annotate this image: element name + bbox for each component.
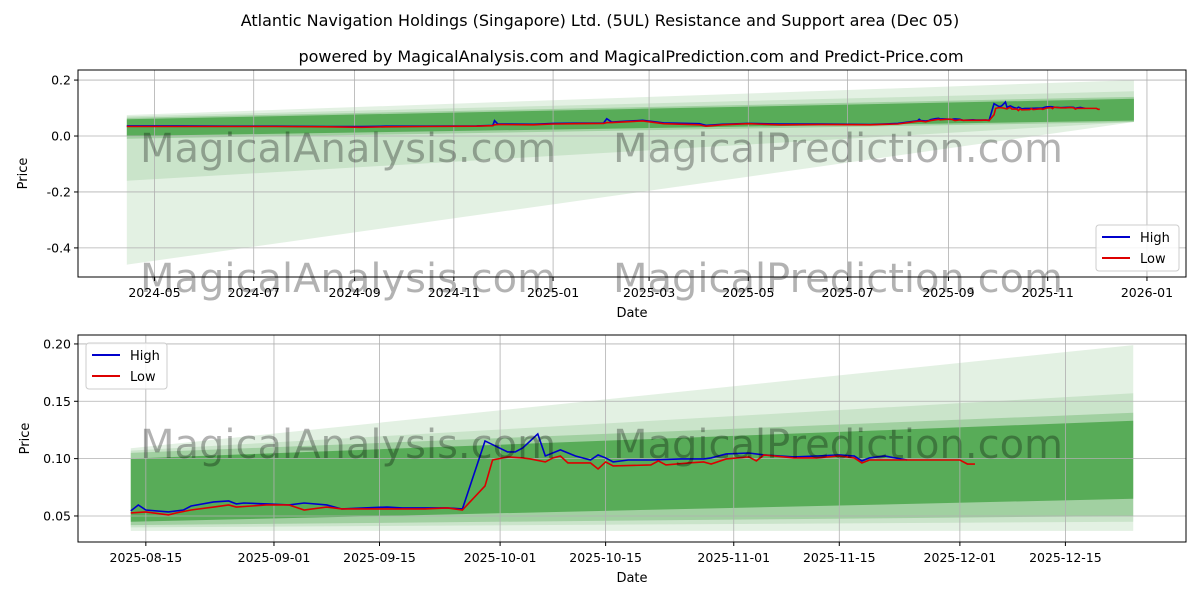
y-tick-label: 0.2	[51, 73, 71, 88]
axes-frame	[77, 69, 1187, 278]
x-tick-label: 2025-12-15	[1029, 550, 1102, 565]
y-tick-label: 0.0	[51, 129, 71, 144]
watermark: MagicalAnalysis.com	[140, 126, 556, 172]
watermark: MagicalPrediction.com	[613, 422, 1063, 468]
x-tick-label: 2025-09-15	[343, 550, 416, 565]
x-tick-label: 2025-01	[527, 285, 579, 300]
legend-label-high: High	[1140, 231, 1170, 246]
chart-panel-2: 2025-08-15 2025-09-01 2025-09-15 2025-10-01…	[18, 334, 1187, 586]
support-resistance-band	[130, 412, 1134, 526]
x-tick-label: 2025-09	[922, 285, 974, 300]
series-line-low	[126, 106, 1100, 129]
legend-label-low: Low	[130, 370, 156, 385]
legend-label-low: Low	[1140, 252, 1166, 267]
y-tick-label: -0.2	[47, 184, 71, 199]
y-tick-label: 0.05	[43, 508, 71, 523]
x-tick-label: 2025-05	[722, 285, 774, 300]
x-tick-label: 2025-08-15	[110, 550, 183, 565]
axes-frame	[77, 334, 1187, 543]
x-tick-label: 2024-07	[228, 285, 280, 300]
watermark: MagicalAnalysis.com	[140, 422, 556, 468]
y-tick-label: 0.10	[43, 451, 71, 466]
x-axis-label: Date	[616, 306, 647, 321]
x-tick-label: 2025-03	[623, 285, 675, 300]
x-tick-label: 2025-11	[1022, 285, 1074, 300]
chart-panel-1: 2024-05 2024-07 2024-09 2024-11 2025-01 2025-…	[16, 69, 1187, 321]
x-tick-label: 2025-10-15	[569, 550, 642, 565]
y-tick-label: 0.20	[43, 336, 71, 351]
x-tick-label: 2025-09-01	[238, 550, 311, 565]
x-tick-label: 2024-11	[428, 285, 480, 300]
watermark: MagicalAnalysis.com	[140, 256, 556, 302]
x-tick-label: 2024-05	[128, 285, 180, 300]
y-axis-label: Price	[18, 423, 33, 455]
support-resistance-band	[126, 96, 1134, 139]
x-tick-label: 2024-09	[328, 285, 380, 300]
x-axis-label: Date	[616, 571, 647, 586]
x-tick-label: 2025-07	[821, 285, 873, 300]
y-axis-label: Price	[16, 158, 31, 190]
chart-subtitle: powered by MagicalAnalysis.com and Magic…	[298, 47, 963, 66]
support-resistance-band	[130, 420, 1134, 522]
watermark: MagicalPrediction.com	[613, 256, 1063, 302]
x-tick-label: 2025-11-15	[803, 550, 876, 565]
legend-label-high: High	[130, 349, 160, 364]
x-tick-label: 2025-11-01	[697, 550, 770, 565]
series-line-low	[130, 454, 975, 516]
x-tick-label: 2025-10-01	[464, 550, 537, 565]
y-tick-label: 0.15	[43, 394, 71, 409]
y-tick-label: -0.4	[47, 240, 71, 255]
x-tick-label: 2025-12-01	[924, 550, 997, 565]
watermark: MagicalPrediction.com	[613, 126, 1063, 172]
support-resistance-band	[130, 345, 1134, 531]
x-tick-label: 2026-01	[1121, 285, 1173, 300]
chart-title: Atlantic Navigation Holdings (Singapore)…	[241, 11, 960, 30]
